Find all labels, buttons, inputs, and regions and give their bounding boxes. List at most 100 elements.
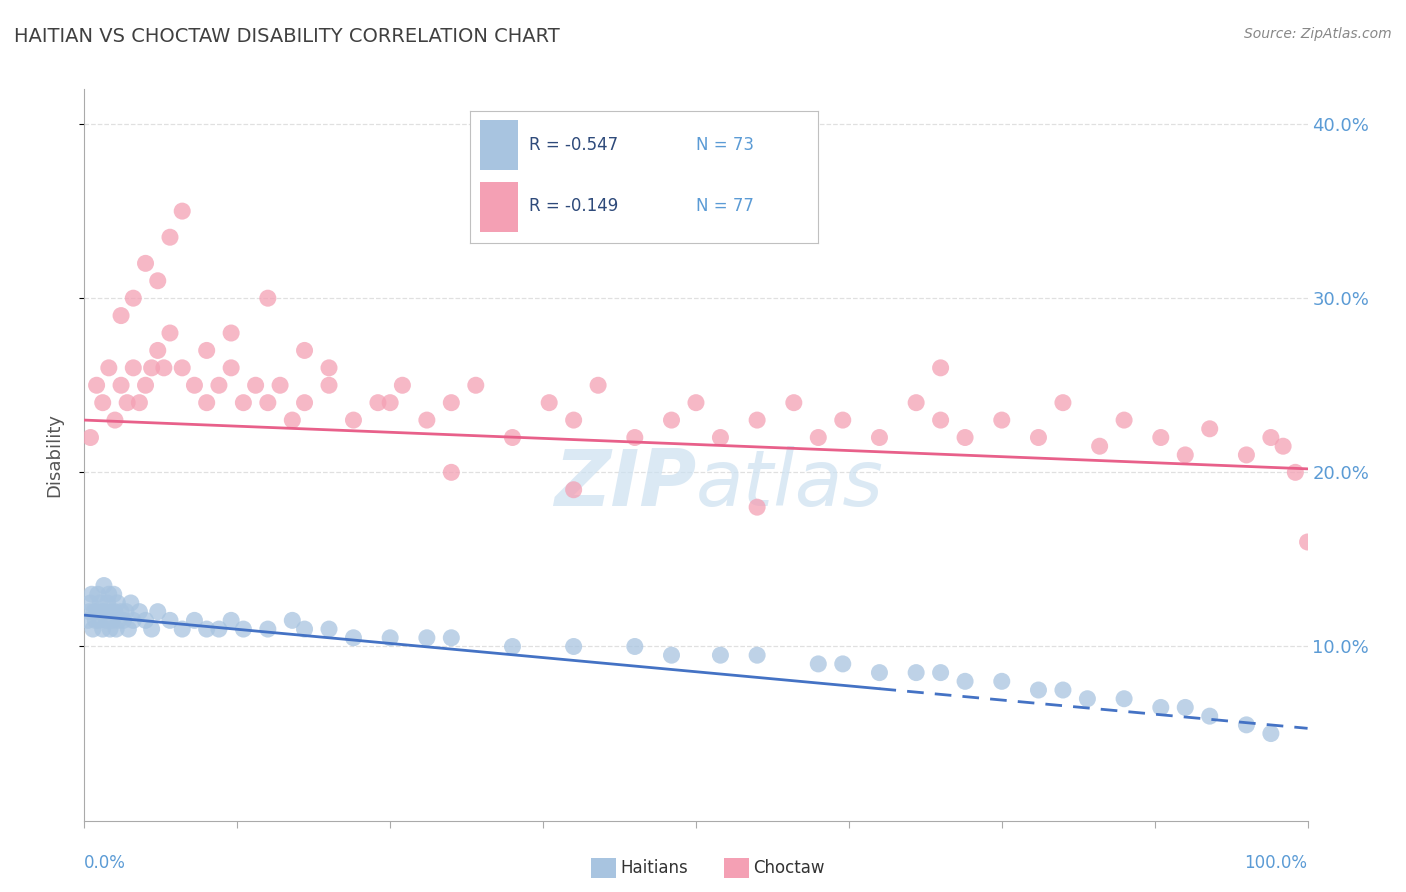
Point	[440, 631, 463, 645]
Point	[953, 674, 976, 689]
Point	[661, 413, 683, 427]
Point	[380, 631, 402, 645]
Point	[96, 613, 118, 627]
Point	[135, 613, 157, 627]
Point	[869, 430, 891, 444]
Point	[208, 622, 231, 636]
Point	[1076, 691, 1098, 706]
Point	[1114, 413, 1136, 427]
Point	[122, 360, 145, 375]
Point	[1260, 726, 1282, 740]
Point	[245, 378, 267, 392]
Point	[318, 360, 340, 375]
Point	[747, 500, 769, 515]
Point	[380, 395, 402, 409]
Point	[84, 613, 107, 627]
Point	[97, 587, 120, 601]
Point	[624, 430, 647, 444]
Point	[562, 483, 585, 497]
Point	[685, 395, 707, 409]
Point	[440, 466, 463, 480]
Point	[709, 430, 731, 444]
Point	[79, 596, 101, 610]
Point	[391, 378, 413, 392]
Point	[90, 605, 112, 619]
Point	[219, 360, 242, 375]
Point	[586, 378, 609, 392]
Point	[281, 413, 304, 427]
Point	[624, 640, 647, 654]
Point	[219, 613, 242, 627]
Point	[153, 360, 176, 375]
Point	[257, 291, 280, 305]
Point	[562, 640, 585, 654]
Point	[159, 613, 181, 627]
Point	[318, 378, 340, 392]
Point	[105, 622, 128, 636]
Point	[104, 413, 127, 427]
Point	[783, 395, 806, 409]
Point	[86, 378, 108, 392]
Point	[1198, 422, 1220, 436]
Point	[87, 613, 110, 627]
Point	[195, 395, 218, 409]
Point	[83, 605, 105, 619]
Point	[991, 674, 1014, 689]
Point	[87, 587, 110, 601]
Point	[929, 360, 952, 375]
Point	[318, 622, 340, 636]
Text: 100.0%: 100.0%	[1244, 854, 1308, 871]
Point	[219, 326, 242, 340]
Point	[110, 309, 132, 323]
Y-axis label: Disability: Disability	[45, 413, 63, 497]
Point	[122, 291, 145, 305]
Point	[342, 413, 364, 427]
Point	[86, 605, 108, 619]
Point	[91, 395, 114, 409]
Point	[97, 596, 120, 610]
Point	[172, 204, 194, 219]
Point	[141, 360, 163, 375]
Point	[135, 378, 157, 392]
Point	[146, 274, 169, 288]
Point	[172, 360, 194, 375]
Point	[905, 665, 928, 680]
Point	[100, 605, 122, 619]
Point	[89, 596, 111, 610]
Point	[122, 613, 145, 627]
Point	[94, 605, 117, 619]
Point	[183, 378, 205, 392]
Point	[807, 430, 830, 444]
Point	[115, 605, 138, 619]
Point	[257, 395, 280, 409]
Point	[1052, 395, 1074, 409]
Point	[80, 587, 103, 601]
Point	[101, 613, 124, 627]
Point	[929, 665, 952, 680]
Point	[112, 613, 135, 627]
Point	[117, 622, 139, 636]
Point	[1052, 683, 1074, 698]
Point	[869, 665, 891, 680]
Point	[1028, 683, 1050, 698]
Point	[502, 640, 524, 654]
Point	[538, 395, 561, 409]
Point	[128, 395, 150, 409]
Text: Choctaw: Choctaw	[754, 859, 825, 877]
Point	[1174, 448, 1197, 462]
Point	[77, 613, 100, 627]
Point	[747, 648, 769, 663]
Text: HAITIAN VS CHOCTAW DISABILITY CORRELATION CHART: HAITIAN VS CHOCTAW DISABILITY CORRELATIO…	[14, 27, 560, 45]
Point	[831, 413, 853, 427]
Point	[502, 430, 524, 444]
Point	[146, 343, 169, 358]
Text: ZIP: ZIP	[554, 446, 696, 522]
Point	[115, 395, 138, 409]
Point	[294, 343, 316, 358]
Point	[294, 395, 316, 409]
Point	[1296, 535, 1319, 549]
Point	[440, 395, 463, 409]
Point	[172, 622, 194, 636]
Point	[1198, 709, 1220, 723]
Point	[929, 413, 952, 427]
